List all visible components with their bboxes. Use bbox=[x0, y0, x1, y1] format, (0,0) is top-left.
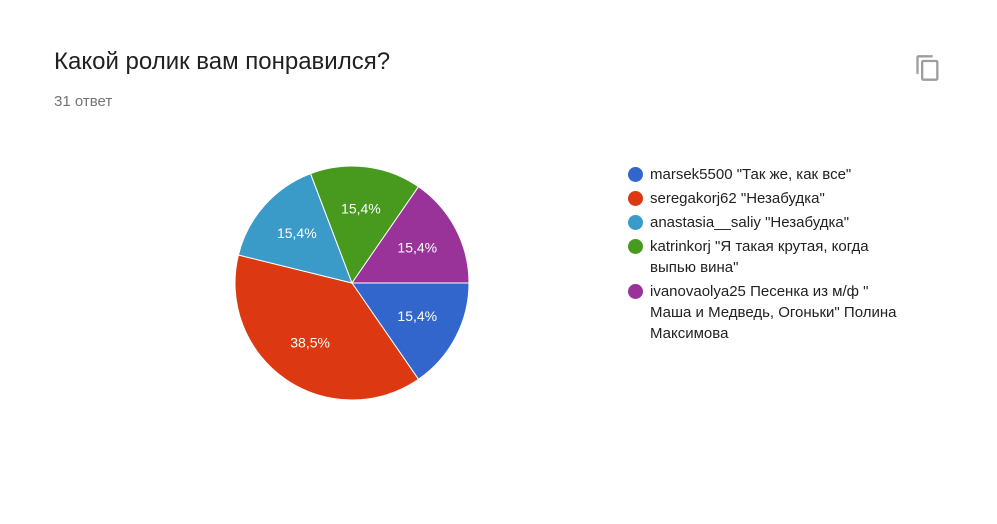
legend: marsek5500 "Так же, как все" seregakorj62… bbox=[628, 164, 918, 347]
slice-label: 15,4% bbox=[397, 308, 437, 324]
pie-slice bbox=[351, 186, 470, 284]
legend-label: anastasia__saliy "Незабудка" bbox=[650, 214, 850, 231]
legend-item: anastasia__saliy "Незабудка" bbox=[628, 212, 905, 233]
legend-item: marsek5500 "Так же, как все" bbox=[628, 164, 905, 185]
legend-item: ivanovaolya25 Песенка из м/ф " Маша и Ме… bbox=[628, 281, 905, 344]
legend-swatch bbox=[628, 191, 643, 206]
response-count: 31 ответ bbox=[54, 93, 113, 110]
chart-title: Какой ролик вам понравился? bbox=[54, 48, 391, 75]
slice-label: 38,5% bbox=[290, 334, 330, 350]
legend-swatch bbox=[628, 215, 643, 230]
legend-label: marsek5500 "Так же, как все" bbox=[650, 166, 852, 183]
legend-item: katrinkorj "Я такая крутая, когда выпью … bbox=[628, 236, 905, 278]
legend-swatch bbox=[628, 239, 643, 254]
legend-item: seregakorj62 "Незабудка" bbox=[628, 188, 905, 209]
legend-label: seregakorj62 "Незабудка" bbox=[650, 190, 825, 207]
pie-slice bbox=[234, 254, 420, 401]
legend-swatch bbox=[628, 284, 643, 299]
copy-button[interactable] bbox=[914, 54, 942, 82]
pie-slice bbox=[351, 282, 470, 380]
slice-label: 15,4% bbox=[341, 201, 381, 217]
pie-slice bbox=[237, 172, 353, 284]
legend-swatch bbox=[628, 167, 643, 182]
slice-label: 15,4% bbox=[277, 225, 317, 241]
legend-label: katrinkorj "Я такая крутая, когда выпью … bbox=[650, 238, 869, 276]
pie-slice bbox=[309, 165, 420, 285]
slice-label: 15,4% bbox=[397, 239, 437, 255]
legend-label: ivanovaolya25 Песенка из м/ф " Маша и Ме… bbox=[650, 283, 897, 342]
